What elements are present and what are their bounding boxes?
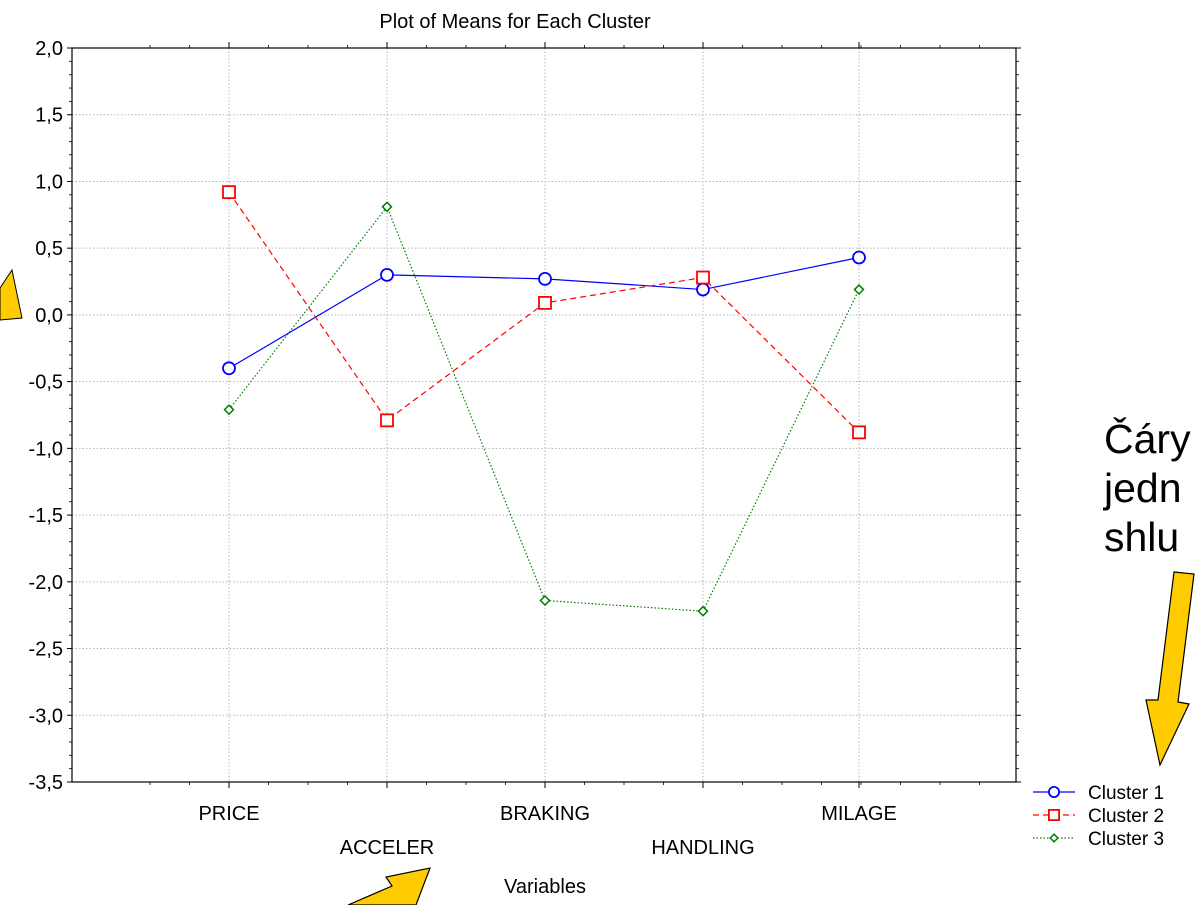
data-point xyxy=(538,295,552,310)
data-point xyxy=(222,185,236,200)
annotation-line-2: jedn xyxy=(1104,465,1182,511)
data-point xyxy=(223,404,235,416)
data-point xyxy=(852,425,866,440)
y-tick-label: -0,5 xyxy=(29,372,63,394)
x-tick-label: BRAKING xyxy=(500,803,590,825)
y-tick-label: -1,0 xyxy=(29,438,63,460)
data-point xyxy=(852,250,866,265)
y-tick-label: -1,5 xyxy=(29,505,63,527)
series-1 xyxy=(222,250,866,376)
series-lines xyxy=(222,185,866,617)
arrow-left-edge xyxy=(0,268,23,321)
x-tick-labels: PRICE ACCELER BRAKING HANDLING MILAGE xyxy=(198,803,896,859)
arrow-down xyxy=(1145,571,1195,767)
axis-ticks xyxy=(67,42,1021,788)
series-line xyxy=(228,205,860,612)
data-point xyxy=(696,282,710,297)
legend-swatch-marker xyxy=(1049,833,1059,843)
y-tick-label: -3,0 xyxy=(29,705,63,727)
series-3 xyxy=(223,201,865,617)
data-point xyxy=(380,267,394,282)
data-point xyxy=(697,605,709,617)
annotation-line-1: Čáry xyxy=(1104,416,1191,462)
x-axis-label: Variables xyxy=(504,876,586,898)
chart-title: Plot of Means for Each Cluster xyxy=(379,11,651,33)
data-point xyxy=(380,413,394,428)
data-point xyxy=(538,271,552,286)
legend-entry: Cluster 3 xyxy=(1033,829,1164,850)
y-tick-label: -3,5 xyxy=(29,772,63,794)
y-tick-label: -2,5 xyxy=(29,639,63,661)
y-tick-label: -2,0 xyxy=(29,572,63,594)
legend-swatch-marker xyxy=(1048,809,1061,822)
grid xyxy=(72,48,1016,782)
x-tick-label: PRICE xyxy=(198,803,259,825)
annotation-line-3: shlu xyxy=(1104,514,1180,560)
legend-label: Cluster 3 xyxy=(1088,829,1164,850)
data-point xyxy=(539,594,551,607)
data-point xyxy=(222,361,236,376)
y-tick-label: 0,0 xyxy=(35,305,63,327)
legend-label: Cluster 2 xyxy=(1088,806,1164,827)
y-tick-label: 1,5 xyxy=(35,105,63,127)
legend-entry: Cluster 1 xyxy=(1033,783,1164,804)
y-tick-labels: 2,0 1,5 1,0 0,5 0,0 -0,5 -1,0 -1,5 -2,0 -2,5 -3,0 -… xyxy=(29,38,63,794)
legend-entry: Cluster 2 xyxy=(1033,806,1164,827)
x-tick-label: MILAGE xyxy=(821,803,897,825)
legend-label: Cluster 1 xyxy=(1088,783,1164,804)
y-tick-label: 0,5 xyxy=(35,238,63,260)
y-tick-label: 1,0 xyxy=(35,171,63,193)
plot-frame xyxy=(71,47,1017,783)
data-point xyxy=(381,201,393,213)
series-2 xyxy=(222,185,866,440)
y-tick-label: 2,0 xyxy=(35,38,63,60)
x-tick-label: HANDLING xyxy=(651,837,754,859)
legend-swatch-marker xyxy=(1048,786,1061,799)
arrow-bottom xyxy=(347,867,431,905)
x-tick-label: ACCELER xyxy=(340,837,434,859)
data-point xyxy=(853,283,865,296)
data-point xyxy=(696,270,710,285)
